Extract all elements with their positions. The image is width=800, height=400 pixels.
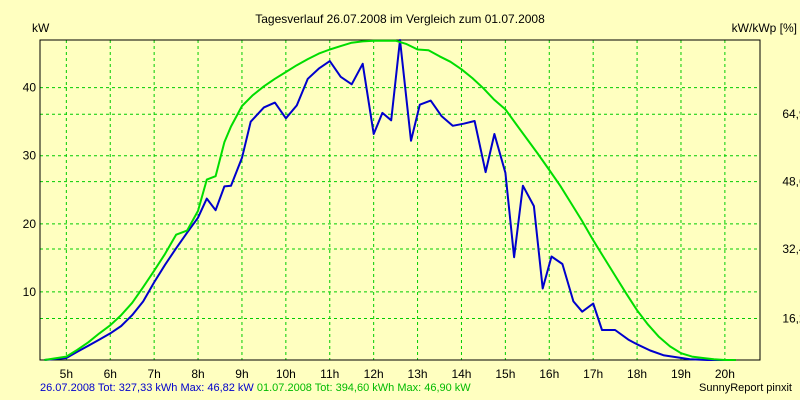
legend-series-1-summary: 26.07.2008 Tot: 327,33 kWh Max: 46,82 kW (40, 382, 254, 394)
y-tick-label-left: 20 (23, 217, 37, 231)
x-tick-label: 7h (147, 367, 160, 381)
x-tick-label: 11h (320, 367, 339, 381)
y-tick-label-left: 40 (23, 81, 37, 95)
x-tick-label: 6h (104, 367, 117, 381)
chart-credit: SunnyReport pinxit (699, 382, 792, 394)
x-tick-label: 14h (451, 367, 471, 381)
x-tick-label: 12h (364, 367, 384, 381)
x-tick-label: 15h (495, 367, 515, 381)
x-tick-label: 17h (583, 367, 603, 381)
y-tick-label-right: 16,2 (782, 311, 800, 325)
series-line-2 (44, 39, 736, 361)
x-tick-label: 18h (627, 367, 647, 381)
y-axis-right-label: kW/kWp [%] (732, 21, 797, 35)
chart-grid (40, 40, 760, 360)
series-line-1 (44, 39, 725, 361)
chart-series (44, 39, 736, 361)
legend-series-2-summary: 01.07.2008 Tot: 394,60 kWh Max: 46,90 kW (256, 382, 471, 394)
x-tick-label: 5h (60, 367, 73, 381)
y-tick-label-right: 64,9 (782, 107, 800, 121)
chart-title: Tagesverlauf 26.07.2008 im Vergleich zum… (255, 12, 545, 26)
x-tick-label: 19h (671, 367, 691, 381)
x-tick-label: 20h (715, 367, 735, 381)
y-tick-label-left: 10 (23, 285, 37, 299)
x-tick-label: 10h (276, 367, 296, 381)
chart-footer-legend: 26.07.2008 Tot: 327,33 kWh Max: 46,82 kW… (40, 382, 471, 394)
x-tick-label: 9h (235, 367, 248, 381)
y-tick-label-left: 30 (23, 149, 37, 163)
y-axis-left-label: kW (32, 21, 50, 35)
y-tick-label-right: 32,4 (782, 242, 800, 256)
x-tick-label: 16h (539, 367, 559, 381)
chart-labels: 5h 6h 7h 8h 9h 10h 11h 12h 13h 14h 15h 16h 17h 18h 19h… (23, 81, 800, 381)
y-tick-label-right: 48,6 (782, 175, 800, 189)
x-tick-label: 8h (191, 367, 204, 381)
x-tick-label: 13h (408, 367, 428, 381)
